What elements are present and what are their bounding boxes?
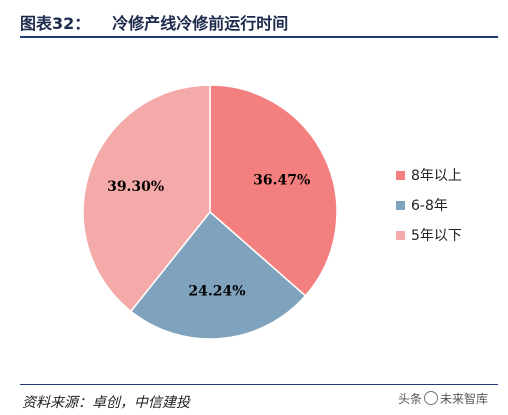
pie-slice-3 [82,84,211,313]
chart-title: 冷修产线冷修前运行时间 [112,14,289,33]
watermark-right: 未来智库 [440,392,489,406]
legend-label-2: 6-8年 [411,198,448,214]
legend-swatch-2 [396,201,405,210]
legend-swatch-1 [396,171,405,180]
watermark: 头条 未来智库 [398,390,488,407]
figure-number: 图表32： [20,14,91,33]
legend-label-1: 8年以上 [411,168,462,184]
pie-chart: 36.47% 24.24% 39.30% 8年以上 6-8年 5年以下 [82,84,462,340]
bottom-rule [20,384,498,385]
top-rule [20,36,498,38]
pie-slice-2 [129,210,307,340]
pie-labels: 36.47% 24.24% 39.30% [107,173,310,300]
pie-slices [82,84,338,340]
pie-slice-1 [209,84,338,297]
legend-label-3: 5年以下 [411,228,462,244]
figure-title: 图表32： 冷修产线冷修前运行时间 [20,10,498,33]
watermark-left: 头条 [398,392,423,406]
legend: 8年以上 6-8年 5年以下 [396,168,462,244]
slice-label-1: 36.47% [253,173,310,189]
watermark-badge-icon [424,391,439,405]
slice-label-2: 24.24% [188,283,245,299]
slice-label-3: 39.30% [107,179,164,195]
source-note: 资料来源：卓创，中信建投 [22,395,190,411]
legend-swatch-3 [396,231,405,240]
